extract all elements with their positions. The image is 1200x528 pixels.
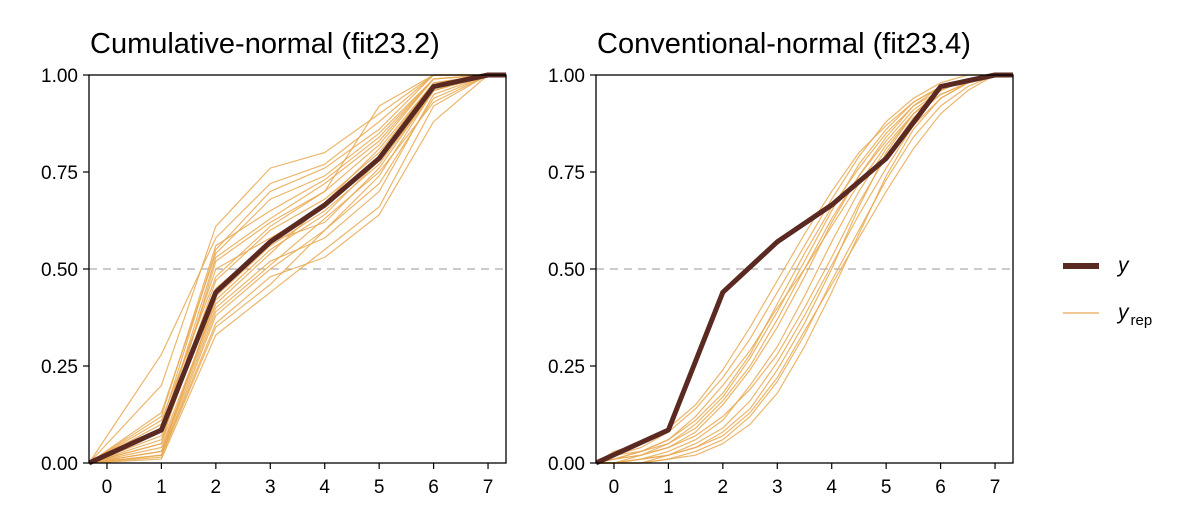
x-tick-label: 0 xyxy=(102,477,113,498)
panel-0: 0 1 2 3 4 5 6 7 0.00 0.25 0.50 0.75 1.00 xyxy=(41,66,507,498)
yrep-line-8 xyxy=(596,74,1013,464)
y-tick-label: 0.75 xyxy=(548,163,585,184)
y-tick-label: 0.25 xyxy=(548,357,585,378)
legend-yrep-main: y xyxy=(1116,301,1130,324)
x-tick-label: 5 xyxy=(374,477,385,498)
y-tick-label: 0.25 xyxy=(41,357,78,378)
y-tick-label: 0.00 xyxy=(548,454,585,475)
y-tick-label: 1.00 xyxy=(548,66,585,87)
x-tick-label: 4 xyxy=(826,477,837,498)
y-tick-label: 0.75 xyxy=(41,163,78,184)
legend-yrep-label: y rep xyxy=(1116,301,1152,329)
legend-yrep-sub: rep xyxy=(1131,312,1153,329)
y-tick-label: 0.00 xyxy=(41,454,78,475)
x-tick-label: 1 xyxy=(663,477,674,498)
yrep-line-17 xyxy=(89,74,506,464)
yrep-line-3 xyxy=(596,74,1013,464)
series-group xyxy=(596,72,1013,466)
y-tick-label: 1.00 xyxy=(41,66,78,87)
x-tick-label: 6 xyxy=(935,477,946,498)
y-observed-line xyxy=(89,72,506,466)
yrep-line-10 xyxy=(596,74,1013,464)
x-tick-label: 6 xyxy=(428,477,439,498)
y-tick-label: 0.50 xyxy=(548,260,585,281)
yrep-line-13 xyxy=(89,74,506,464)
x-tick-label: 7 xyxy=(483,477,494,498)
yrep-line-12 xyxy=(596,74,1013,464)
yrep-line-18 xyxy=(89,74,506,464)
x-tick-label: 0 xyxy=(609,477,620,498)
legend-y-label: y xyxy=(1116,254,1130,277)
x-tick-label: 3 xyxy=(265,477,276,498)
x-tick-label: 2 xyxy=(211,477,222,498)
x-tick-label: 1 xyxy=(156,477,167,498)
y-observed-line xyxy=(596,72,1013,466)
x-tick-label: 7 xyxy=(990,477,1001,498)
legend: y y rep xyxy=(1063,254,1152,329)
yrep-line-9 xyxy=(89,74,506,464)
y-tick-label: 0.50 xyxy=(41,260,78,281)
panel-title-right: Conventional-normal (fit23.4) xyxy=(597,28,971,60)
x-tick-label: 4 xyxy=(319,477,330,498)
x-tick-label: 5 xyxy=(881,477,892,498)
x-tick-label: 2 xyxy=(718,477,729,498)
panel-1: 0 1 2 3 4 5 6 7 0.00 0.25 0.50 0.75 1.00 xyxy=(548,66,1014,498)
x-tick-label: 3 xyxy=(772,477,783,498)
yrep-line-5 xyxy=(89,74,506,464)
panel-title-left: Cumulative-normal (fit23.2) xyxy=(90,28,440,60)
